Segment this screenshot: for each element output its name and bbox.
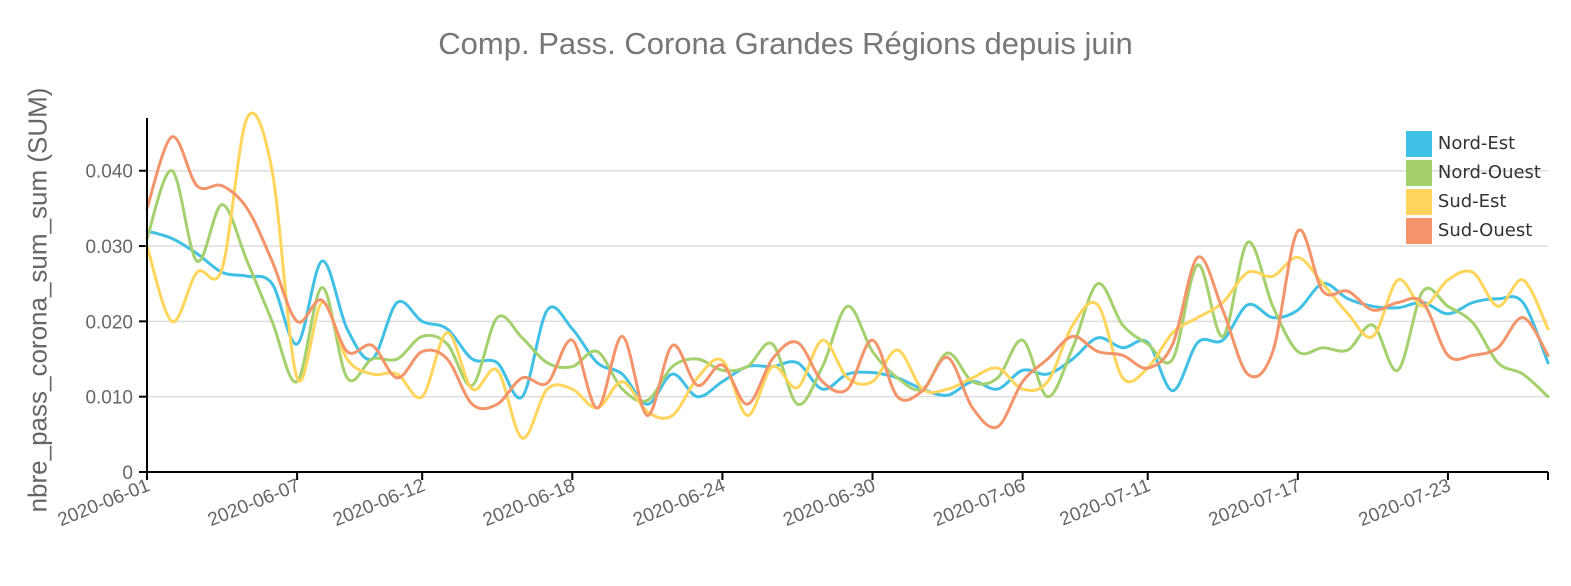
legend-label: Nord-Ouest [1437,162,1541,183]
legend-label: Sud-Ouest [1437,220,1533,241]
legend-item-nord-est[interactable]: Nord-Est [1405,129,1541,158]
x-tick-label: 2020-07-17 [1206,475,1304,531]
series-lines [145,111,1550,440]
x-tick-label: 2020-07-11 [1057,475,1154,530]
axes [146,118,1548,473]
x-tick-label: 2020-07-06 [931,475,1029,531]
series-line-sud-ouest [145,135,1550,430]
x-tick-label: 2020-06-24 [630,475,728,531]
legend-swatch [1405,217,1432,244]
legend-item-sud-ouest[interactable]: Sud-Ouest [1405,216,1541,245]
x-axis-ticks: 2020-06-01 2020-06-07 2020-06-12 2020-06-18… [55,472,1549,531]
legend-swatch [1405,188,1432,215]
y-tick-label: 0.040 [85,162,133,183]
x-tick-label: 2020-07-23 [1356,475,1454,531]
legend: Nord-Est Nord-Ouest Sud-Est Sud-Ouest [1405,129,1541,245]
x-tick-label: 2020-06-18 [480,475,578,531]
x-tick-label: 2020-06-30 [780,475,878,531]
legend-swatch [1405,159,1432,186]
y-tick-label: 0 [122,463,133,484]
x-tick-label: 2020-06-12 [330,475,428,531]
legend-item-sud-est[interactable]: Sud-Est [1405,187,1541,216]
chart-title: Comp. Pass. Corona Grandes Régions depui… [438,26,1133,61]
legend-item-nord-ouest[interactable]: Nord-Ouest [1405,158,1541,187]
y-tick-label: 0.010 [85,388,133,409]
y-tick-label: 0.030 [85,237,133,258]
x-tick-label: 2020-06-01 [55,475,153,531]
legend-label: Sud-Est [1437,191,1507,212]
gridlines [147,169,1548,398]
y-tick-label: 0.020 [85,312,133,333]
series-line-nord-ouest [145,169,1550,406]
legend-label: Nord-Est [1437,133,1516,154]
legend-swatch [1405,130,1432,157]
y-axis-ticks: 0 0.010 0.020 0.030 0.040 [85,162,147,484]
x-tick-label: 2020-06-07 [205,475,303,531]
